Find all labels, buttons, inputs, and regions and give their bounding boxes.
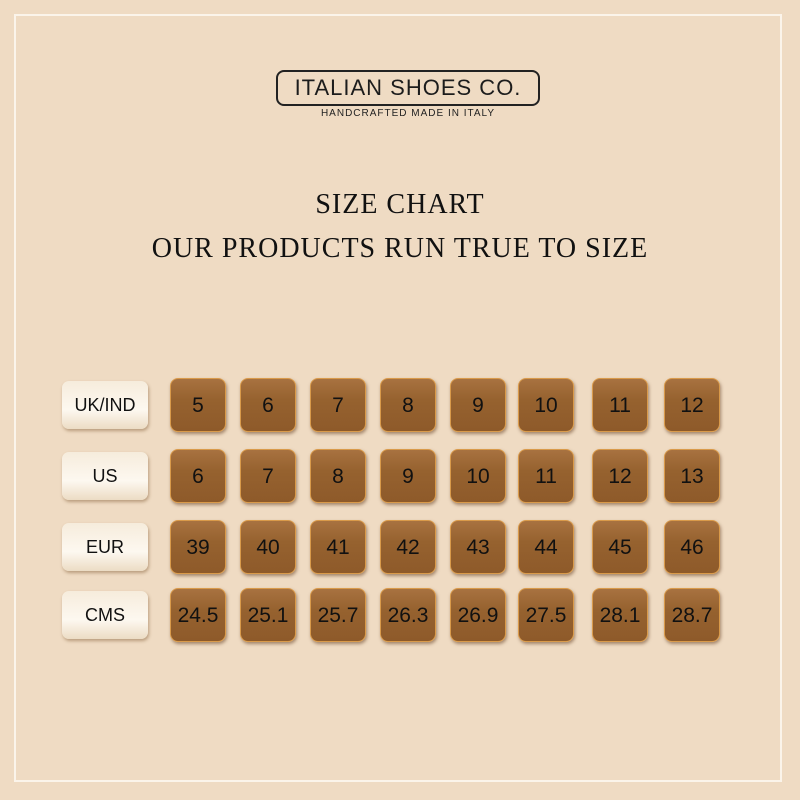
size-cell: 11 xyxy=(518,449,574,503)
size-cell: 26.3 xyxy=(380,588,436,642)
size-cell: 26.9 xyxy=(450,588,506,642)
size-cell: 46 xyxy=(664,520,720,574)
page-border xyxy=(14,14,782,782)
size-cell: 25.7 xyxy=(310,588,366,642)
size-cell: 5 xyxy=(170,378,226,432)
size-cell: 13 xyxy=(664,449,720,503)
size-cell: 9 xyxy=(380,449,436,503)
brand-tagline: HANDCRAFTED MADE IN ITALY xyxy=(320,108,496,119)
size-cell: 28.7 xyxy=(664,588,720,642)
size-cell: 44 xyxy=(518,520,574,574)
size-cell: 25.1 xyxy=(240,588,296,642)
size-cell: 8 xyxy=(310,449,366,503)
page-subtitle: OUR PRODUCTS RUN TRUE TO SIZE xyxy=(151,233,649,264)
brand-logo: ITALIAN SHOES CO. xyxy=(276,70,540,106)
row-label: UK/IND xyxy=(62,381,148,429)
page-title: SIZE CHART xyxy=(315,189,485,220)
row-label: CMS xyxy=(62,591,148,639)
size-cell: 7 xyxy=(240,449,296,503)
size-cell: 10 xyxy=(518,378,574,432)
size-cell: 8 xyxy=(380,378,436,432)
row-label: US xyxy=(62,452,148,500)
size-cell: 24.5 xyxy=(170,588,226,642)
size-cell: 6 xyxy=(240,378,296,432)
size-cell: 12 xyxy=(592,449,648,503)
size-cell: 45 xyxy=(592,520,648,574)
row-label: EUR xyxy=(62,523,148,571)
size-cell: 12 xyxy=(664,378,720,432)
size-cell: 11 xyxy=(592,378,648,432)
size-cell: 7 xyxy=(310,378,366,432)
size-cell: 42 xyxy=(380,520,436,574)
size-cell: 27.5 xyxy=(518,588,574,642)
size-cell: 43 xyxy=(450,520,506,574)
size-cell: 40 xyxy=(240,520,296,574)
size-cell: 41 xyxy=(310,520,366,574)
size-cell: 10 xyxy=(450,449,506,503)
size-cell: 39 xyxy=(170,520,226,574)
size-cell: 6 xyxy=(170,449,226,503)
size-cell: 9 xyxy=(450,378,506,432)
size-cell: 28.1 xyxy=(592,588,648,642)
